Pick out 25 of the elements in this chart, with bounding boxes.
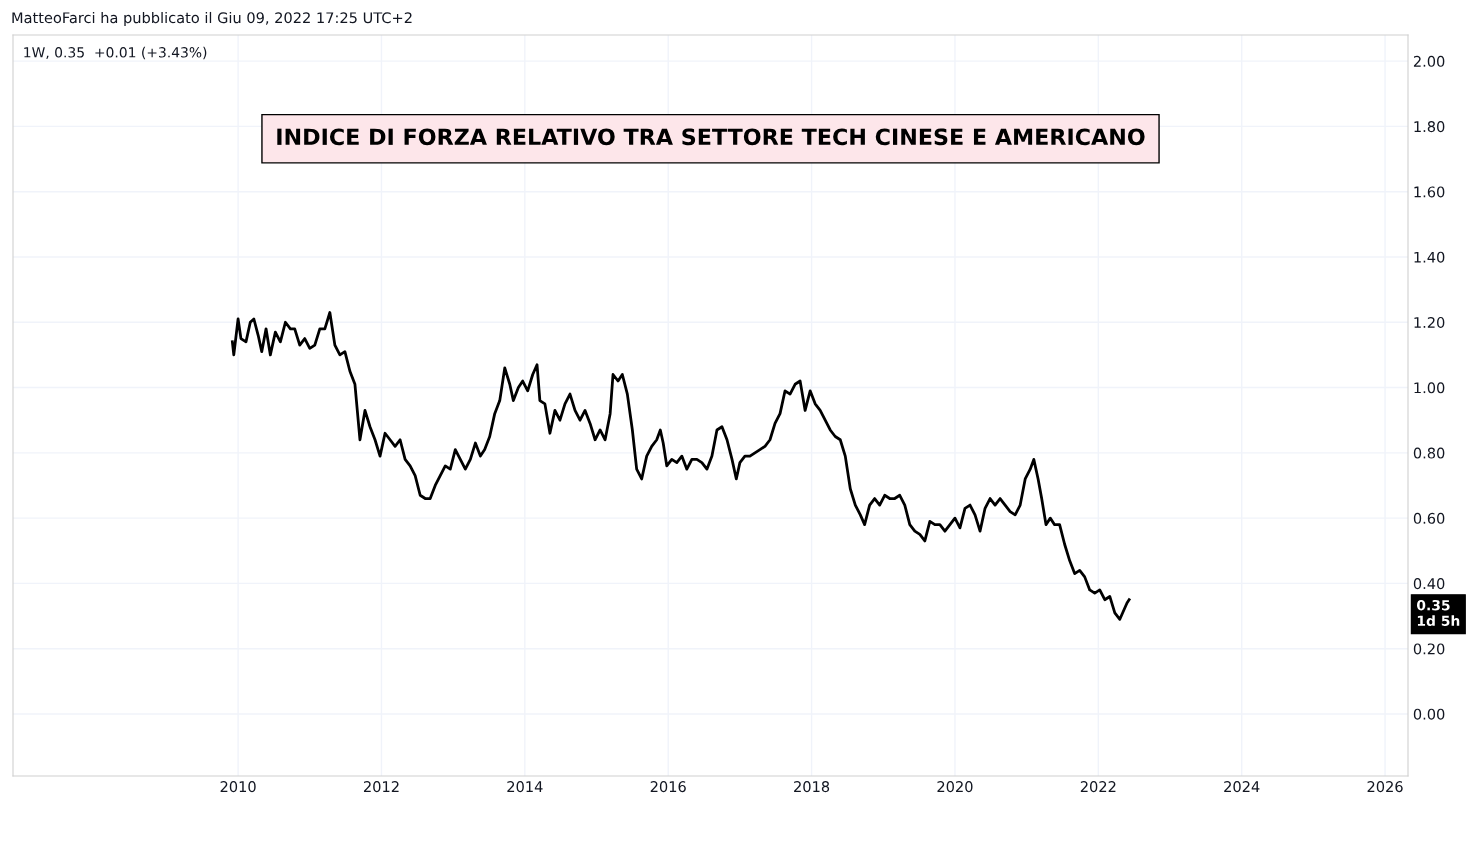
y-tick-label: 0.40 xyxy=(1413,578,1445,590)
y-tick-label: 1.60 xyxy=(1414,186,1445,198)
y-tick-label: 1.00 xyxy=(1414,382,1445,394)
x-tick-label: 2022 xyxy=(1080,781,1116,793)
x-tick-label: 2024 xyxy=(1224,781,1260,793)
y-tick-label: 1.40 xyxy=(1414,251,1445,263)
x-tick-label: 2020 xyxy=(937,781,973,793)
text: 0.35 1d 5h xyxy=(1417,599,1460,627)
x-tick-label: 2010 xyxy=(220,781,256,793)
y-tick-label: 1.20 xyxy=(1414,316,1445,329)
x-tick-label: 2014 xyxy=(507,781,543,793)
y-tick-label: 0.00 xyxy=(1413,708,1445,720)
line-series xyxy=(230,311,1131,621)
y-tick-label: 0.80 xyxy=(1413,447,1445,459)
y-tick-label: 0.60 xyxy=(1413,512,1445,524)
y-tick-label: 0.20 xyxy=(1413,643,1445,655)
x-tick-label: 2016 xyxy=(650,781,686,793)
text: INDICE DI FORZA RELATIVO TRA SETTORE TECH CINESE E AMERICANO xyxy=(277,128,1145,146)
text: MatteoFarci ha pubblicato il Giu 09, 2022 17:25 UTC+2 xyxy=(12,11,412,27)
x-tick-label: 2018 xyxy=(794,781,830,793)
annotation: 1W, 0.35 +0.01 (+3.43%) xyxy=(24,46,207,60)
y-tick-label: 1.80 xyxy=(1414,121,1445,133)
x-tick-label: 2026 xyxy=(1367,781,1403,793)
y-tick-label: 2.00 xyxy=(1413,55,1445,67)
x-tick-label: 2012 xyxy=(363,781,399,793)
